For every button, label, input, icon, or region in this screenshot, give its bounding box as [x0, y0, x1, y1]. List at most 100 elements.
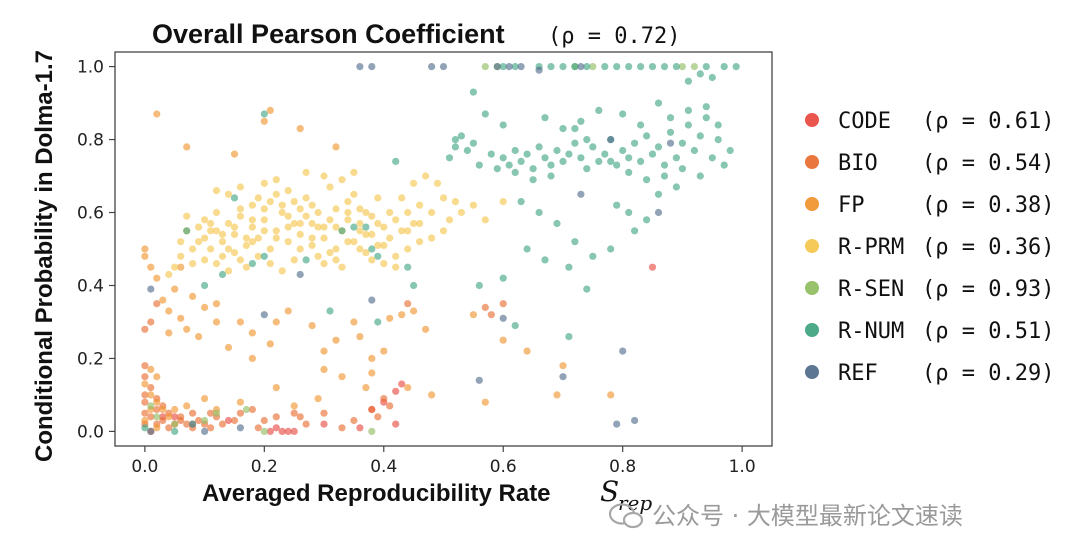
point-r-num-76 [571, 238, 579, 246]
point-r-sen-2 [589, 63, 597, 71]
point-r-prm-16 [296, 230, 304, 238]
point-r-prm-123 [457, 208, 465, 217]
point-r-prm-41 [481, 216, 489, 224]
point-r-prm-112 [332, 223, 340, 231]
point-r-prm-73 [350, 190, 358, 198]
point-r-num-44 [451, 143, 459, 151]
point-r-prm-34 [404, 208, 412, 217]
point-r-prm-36 [416, 201, 424, 209]
point-fp-23 [266, 340, 274, 348]
point-r-num-71 [678, 165, 687, 173]
point-r-prm-128 [284, 212, 292, 220]
point-bio-26 [350, 416, 358, 425]
point-r-num-30 [678, 139, 687, 147]
point-r-num-70 [660, 172, 669, 180]
point-r-prm-95 [212, 187, 221, 195]
point-r-prm-18 [308, 241, 316, 249]
point-ref-24 [535, 66, 543, 74]
point-ref-5 [505, 63, 513, 71]
point-r-num-79 [631, 227, 639, 235]
point-r-num-12 [571, 139, 579, 147]
point-ref-7 [577, 63, 585, 71]
point-ref-11 [559, 373, 567, 381]
point-r-prm-124 [445, 216, 454, 224]
point-r-prm-66 [308, 201, 316, 209]
point-r-prm-1 [207, 227, 215, 235]
point-r-num-111 [613, 63, 621, 71]
point-r-prm-76 [368, 256, 376, 264]
point-fp-50 [153, 424, 161, 432]
point-fp-32 [380, 347, 388, 355]
point-ref-12 [475, 376, 483, 384]
point-bio-0 [141, 409, 149, 417]
point-r-prm-22 [332, 245, 340, 253]
point-r-prm-108 [195, 223, 203, 231]
point-bio-7 [159, 416, 167, 425]
point-fp-66 [368, 369, 376, 377]
point-r-num-16 [595, 157, 603, 165]
point-bio-45 [153, 300, 161, 308]
y-axis-label: Conditional Probability in Dolma-1.7 [31, 50, 58, 462]
point-r-sen-10 [171, 420, 179, 428]
point-r-num-128 [326, 307, 334, 315]
point-r-num-59 [702, 103, 710, 111]
point-r-num-36 [714, 136, 722, 144]
point-r-prm-61 [278, 201, 286, 209]
point-r-prm-94 [224, 190, 233, 198]
point-r-num-81 [625, 208, 633, 217]
point-bio-43 [487, 311, 495, 319]
point-r-prm-26 [356, 219, 364, 228]
point-fp-57 [290, 402, 298, 410]
point-bio-20 [260, 416, 268, 425]
point-r-num-91 [404, 263, 412, 271]
point-r-num-6 [535, 143, 543, 151]
point-r-num-41 [457, 132, 465, 140]
point-r-num-99 [583, 285, 591, 293]
point-r-prm-138 [248, 238, 256, 246]
point-r-prm-90 [326, 183, 334, 191]
point-r-num-57 [666, 114, 675, 122]
legend-marker-bio [805, 155, 819, 169]
point-r-num-17 [601, 150, 609, 158]
point-r-prm-43 [195, 238, 203, 246]
point-r-num-127 [302, 256, 310, 264]
point-r-prm-79 [392, 252, 400, 260]
point-r-prm-64 [296, 205, 304, 213]
point-fp-70 [165, 329, 173, 337]
legend-label-r-num: R-NUM [838, 319, 904, 344]
point-r-num-60 [714, 121, 722, 129]
point-r-prm-15 [290, 219, 298, 228]
point-bio-3 [147, 413, 155, 421]
point-fp-40 [559, 362, 567, 370]
point-r-prm-62 [284, 187, 292, 195]
point-r-num-5 [529, 165, 537, 173]
point-fp-41 [147, 365, 155, 373]
point-code-10 [266, 427, 274, 435]
point-bio-30 [141, 391, 149, 399]
point-fp-25 [284, 307, 292, 315]
point-r-prm-37 [428, 208, 436, 217]
point-r-num-51 [559, 125, 567, 133]
point-r-num-89 [475, 281, 483, 290]
point-r-num-88 [499, 274, 507, 282]
point-bio-18 [230, 416, 239, 425]
point-r-prm-44 [189, 245, 197, 253]
point-r-prm-100 [266, 260, 274, 268]
point-fp-11 [171, 285, 179, 293]
point-bio-31 [147, 384, 155, 392]
point-r-prm-53 [230, 249, 239, 257]
point-r-num-121 [392, 157, 400, 165]
point-fp-36 [422, 325, 430, 333]
point-r-num-102 [708, 73, 716, 82]
point-fp-16 [165, 307, 173, 315]
point-r-prm-130 [308, 234, 316, 242]
point-fp-31 [368, 354, 376, 362]
point-r-num-42 [451, 136, 459, 144]
point-r-sen-3 [678, 63, 687, 71]
point-fp-29 [350, 318, 358, 326]
point-r-num-11 [565, 150, 573, 158]
point-r-prm-117 [386, 208, 394, 217]
point-fp-12 [189, 292, 197, 300]
point-r-num-50 [547, 172, 555, 180]
point-r-prm-126 [248, 216, 256, 224]
